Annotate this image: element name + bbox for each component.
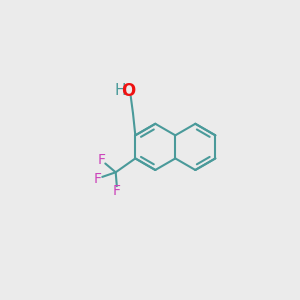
Text: H: H <box>115 83 126 98</box>
Text: F: F <box>98 153 105 166</box>
Text: O: O <box>121 82 135 100</box>
Text: F: F <box>94 172 102 186</box>
Text: F: F <box>113 184 121 198</box>
